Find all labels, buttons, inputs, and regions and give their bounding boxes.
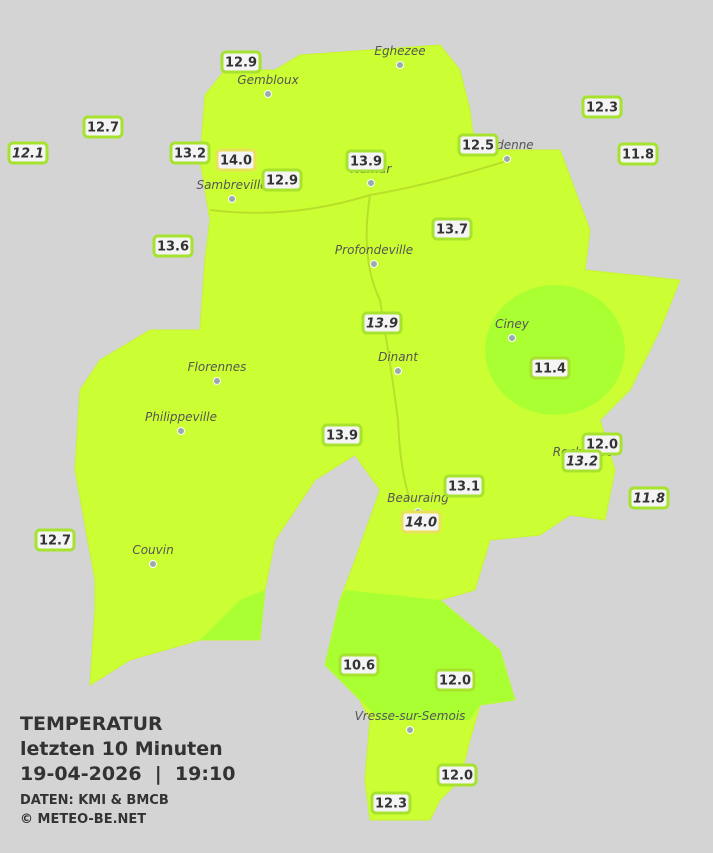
station-box (370, 791, 412, 815)
town-label: Sambreville (196, 178, 267, 192)
legend-title: TEMPERATUR (20, 713, 163, 735)
town-dot (406, 726, 414, 734)
station-value: 10.6 (343, 659, 375, 674)
legend-copyright: © METEO-BE.NET (20, 812, 146, 827)
station-box (400, 510, 442, 534)
station-value: 14.0 (405, 516, 437, 531)
town-dot (177, 427, 185, 435)
station-value: 12.5 (462, 139, 494, 154)
town-dot (508, 334, 516, 342)
legend-source: DATEN: KMI & BMCB (20, 793, 169, 808)
station-box (338, 653, 380, 677)
station-value: 11.8 (622, 148, 654, 163)
town-label: Gembloux (237, 73, 299, 87)
town-label: Philippeville (145, 410, 217, 424)
town-label: Florennes (188, 360, 247, 374)
town-dot (213, 377, 221, 385)
station-value: 13.2 (566, 455, 598, 470)
town-label: Eghezee (374, 44, 425, 58)
town-dot (503, 155, 511, 163)
station-box (7, 141, 49, 165)
town-label: Couvin (132, 543, 173, 557)
town-label: Vresse-sur-Semois (355, 709, 466, 723)
station-value: 12.9 (266, 174, 298, 189)
station-box (321, 423, 363, 447)
station-box (361, 311, 403, 335)
station-box (261, 168, 303, 192)
town-dot (264, 90, 272, 98)
station-box (215, 148, 257, 172)
river (209, 159, 511, 501)
station-value: 11.4 (534, 362, 566, 377)
station-value: 12.3 (375, 797, 407, 812)
station-value: 14.0 (220, 154, 252, 169)
town-label: Dinant (378, 350, 419, 364)
town-dot (149, 560, 157, 568)
town-label: Beauraing (387, 491, 449, 505)
station-box (617, 142, 659, 166)
station-box (561, 449, 603, 473)
station-value: 12.9 (225, 56, 257, 71)
station-box (457, 133, 499, 157)
station-box (152, 234, 194, 258)
station-box (220, 50, 262, 74)
station-value: 12.0 (439, 674, 471, 689)
station-value: 13.6 (157, 240, 189, 255)
station-value: 12.0 (586, 438, 618, 453)
town-dot (367, 179, 375, 187)
station-value: 13.2 (174, 147, 206, 162)
station-box (434, 668, 476, 692)
legend-datetime: 19-04-2026 | 19:10 (20, 763, 235, 785)
station-value: 11.8 (633, 492, 665, 507)
station-box (628, 486, 670, 510)
station-box (529, 356, 571, 380)
town-dot (394, 367, 402, 375)
legend: TEMPERATUR letzten 10 Minuten 19-04-2026… (20, 713, 235, 827)
station-value: 13.7 (436, 223, 468, 238)
cool-zone (200, 590, 265, 640)
town-dot (370, 260, 378, 268)
station-value: 13.9 (366, 317, 398, 332)
town-label: Profondeville (335, 243, 413, 257)
station-box (436, 763, 478, 787)
station-value: 13.9 (326, 429, 358, 444)
station-box (345, 149, 387, 173)
town-dot (228, 195, 236, 203)
station-value: 12.0 (441, 769, 473, 784)
station-value: 12.3 (586, 101, 618, 116)
station-value: 13.9 (350, 155, 382, 170)
legend-subtitle: letzten 10 Minuten (20, 738, 223, 760)
station-box (581, 95, 623, 119)
town-dot (396, 61, 404, 69)
station-value: 12.7 (87, 121, 119, 136)
station-value: 12.1 (12, 147, 44, 162)
station-box (82, 115, 124, 139)
station-box (169, 141, 211, 165)
station-box (34, 528, 76, 552)
station-box (443, 474, 485, 498)
cool-zone (485, 285, 625, 415)
station-value: 13.1 (448, 480, 480, 495)
town-label: Ciney (495, 317, 530, 331)
station-value: 12.7 (39, 534, 71, 549)
station-box (431, 217, 473, 241)
